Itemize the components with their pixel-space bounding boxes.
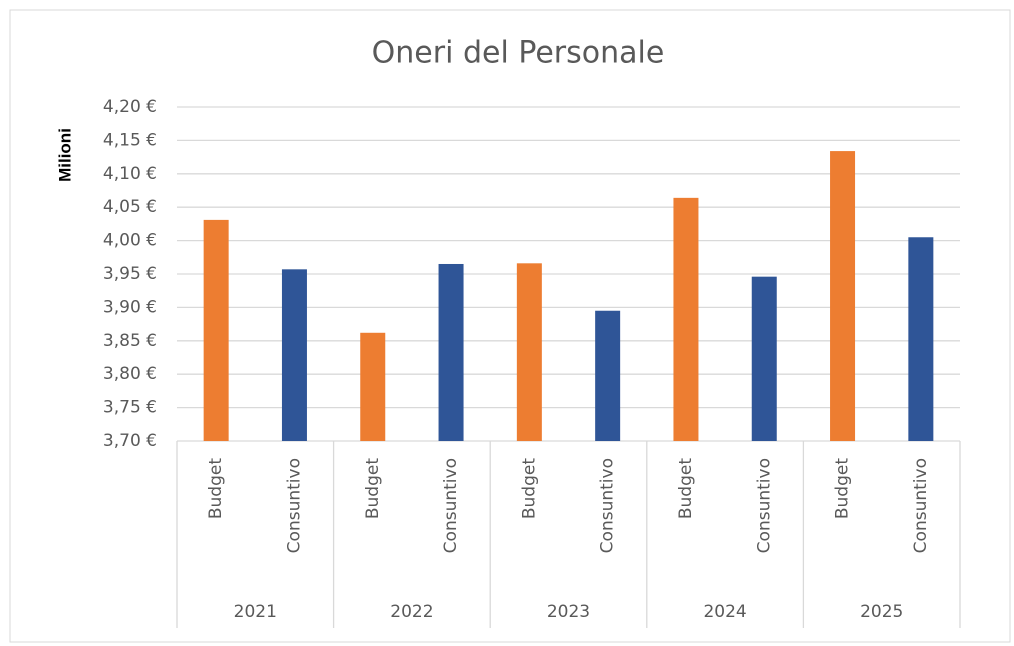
bar	[673, 197, 699, 441]
y-axis-label: Milioni	[55, 128, 74, 182]
chart-frame	[9, 9, 1011, 643]
x-tick-label: Budget	[363, 458, 383, 519]
bar	[360, 332, 386, 441]
bar	[516, 263, 542, 441]
x-group-label: 2023	[547, 602, 590, 622]
y-tick-label: 3,90 €	[103, 297, 157, 317]
y-tick-label: 3,85 €	[103, 331, 157, 351]
y-tick-label: 3,75 €	[103, 398, 157, 418]
x-group-label: 2021	[234, 602, 277, 622]
bar	[751, 276, 777, 441]
y-tick-label: 3,70 €	[103, 431, 157, 451]
x-tick-label: Budget	[833, 458, 853, 519]
y-tick-label: 3,95 €	[103, 264, 157, 284]
y-tick-label: 4,15 €	[103, 130, 157, 150]
bar	[281, 269, 307, 441]
bar	[203, 219, 229, 441]
y-tick-label: 3,80 €	[103, 364, 157, 384]
bar	[438, 263, 464, 441]
y-tick-label: 4,20 €	[103, 97, 157, 117]
x-tick-label: Consuntivo	[441, 458, 461, 553]
x-tick-label: Consuntivo	[598, 458, 618, 553]
x-group-label: 2024	[703, 602, 746, 622]
x-group-label: 2022	[390, 602, 433, 622]
y-tick-label: 4,00 €	[103, 231, 157, 251]
x-tick-label: Budget	[519, 458, 539, 519]
x-tick-label: Consuntivo	[754, 458, 774, 553]
x-tick-label: Consuntivo	[911, 458, 931, 553]
bar	[830, 151, 856, 441]
chart-title: Oneri del Personale	[372, 36, 665, 71]
y-tick-label: 4,10 €	[103, 164, 157, 184]
bar	[908, 237, 934, 441]
x-tick-label: Budget	[676, 458, 696, 519]
x-tick-label: Budget	[206, 458, 226, 519]
bar	[595, 310, 621, 441]
x-group-label: 2025	[860, 602, 903, 622]
y-tick-label: 4,05 €	[103, 197, 157, 217]
x-tick-label: Consuntivo	[284, 458, 304, 553]
